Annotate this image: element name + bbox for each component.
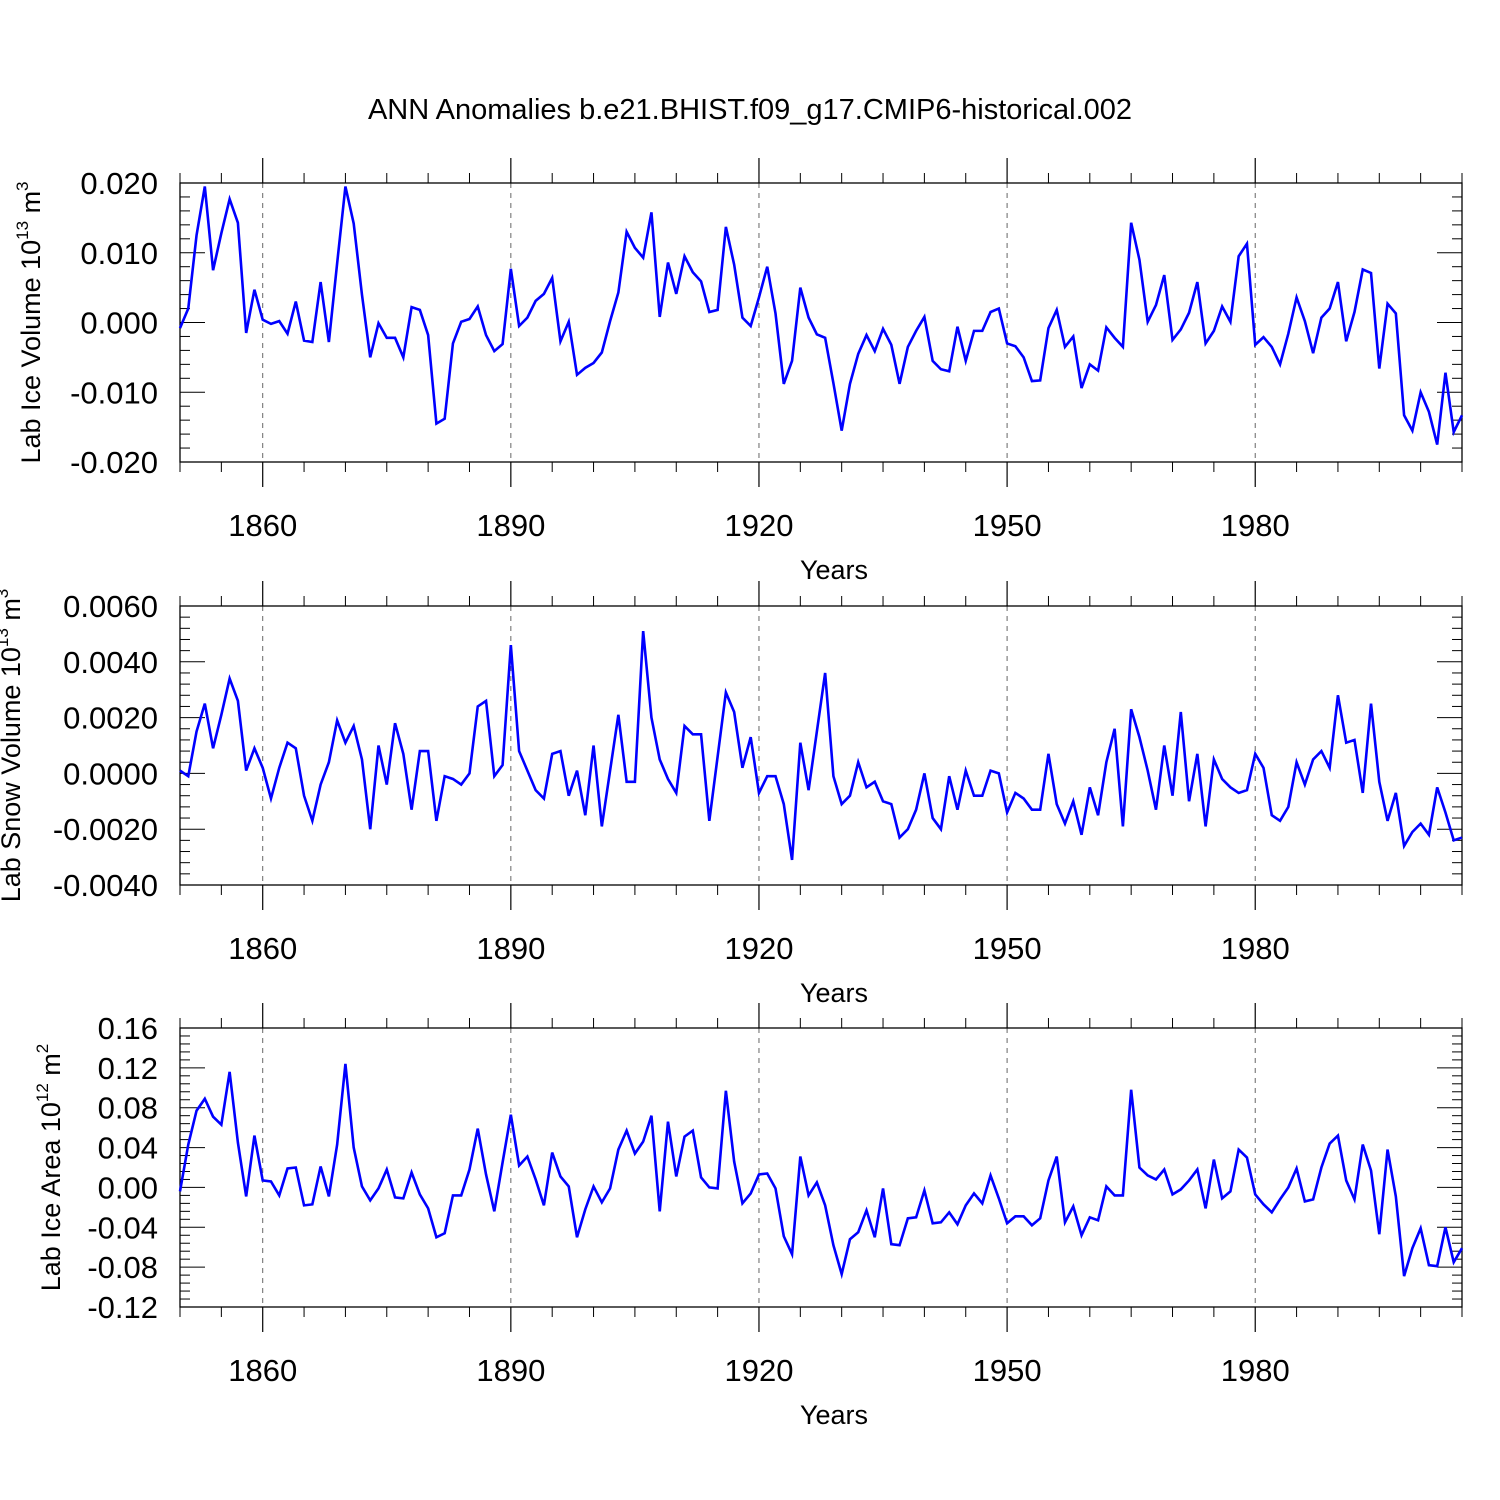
y-axis-label-text: Lab Snow Volume 10 xyxy=(0,647,26,902)
y-tick-label: 0.16 xyxy=(98,1011,158,1046)
y-axis-label-exponent: 13 xyxy=(0,628,12,647)
y-axis-label-unit: m xyxy=(36,1053,66,1083)
x-tick-label: 1950 xyxy=(973,931,1042,966)
x-tick-label: 1950 xyxy=(973,508,1042,543)
x-tick-label: 1860 xyxy=(228,931,297,966)
y-axis-label: Lab Snow Volume 1013 m3 xyxy=(0,589,26,903)
y-axis-label-exponent: 13 xyxy=(13,221,32,240)
y-tick-label: -0.08 xyxy=(87,1250,158,1285)
x-axis-label: Years xyxy=(800,978,868,1008)
x-tick-label: 1860 xyxy=(228,508,297,543)
x-tick-label: 1860 xyxy=(228,1353,297,1388)
y-tick-label: -0.010 xyxy=(70,375,158,410)
series-line xyxy=(178,186,1464,445)
panel-2: 1860 1890 1920 1950 1980 Years -0.0040 -0.0020 0… xyxy=(0,581,1463,1008)
y-axis-label-unit-exponent: 2 xyxy=(33,1044,52,1053)
y-tick-label: 0.000 xyxy=(80,306,158,341)
y-tick-label: 0.08 xyxy=(98,1091,158,1126)
y-tick-label: -0.0020 xyxy=(53,812,158,847)
y-tick-label: -0.12 xyxy=(87,1290,158,1325)
series-line xyxy=(179,630,1463,861)
panel-3: 1860 1890 1920 1950 1980 Years -0.12 -0.08 -0.04… xyxy=(33,1003,1464,1430)
x-axis-label: Years xyxy=(800,555,868,585)
x-tick-label: 1920 xyxy=(724,931,793,966)
chart-title: ANN Anomalies b.e21.BHIST.f09_g17.CMIP6-… xyxy=(368,94,1132,126)
x-tick-label: 1980 xyxy=(1221,931,1290,966)
panel-1: 1860 1890 1920 1950 1980 Years -0.020 -0.010 0.0… xyxy=(13,158,1464,585)
y-tick-label: 0.0060 xyxy=(63,589,158,624)
y-tick-label: 0.020 xyxy=(80,166,158,201)
x-axis-label: Years xyxy=(800,1400,868,1430)
series-line xyxy=(178,1063,1464,1280)
y-tick-label: 0.0000 xyxy=(63,756,158,791)
y-axis-label-text: Lab Ice Area 10 xyxy=(36,1102,66,1291)
y-axis-label: Lab Ice Volume 1013 m3 xyxy=(13,181,46,463)
y-tick-label: -0.020 xyxy=(70,445,158,480)
y-tick-label: 0.0020 xyxy=(63,701,158,736)
plot-frame xyxy=(179,182,1463,463)
x-tick-label: 1890 xyxy=(476,1353,545,1388)
y-axis-label: Lab Ice Area 1012 m2 xyxy=(33,1044,66,1292)
y-axis-label-unit-exponent: 3 xyxy=(13,181,32,190)
y-tick-label: 0.12 xyxy=(98,1051,158,1086)
x-tick-label: 1980 xyxy=(1221,508,1290,543)
y-tick-label: 0.0040 xyxy=(63,645,158,680)
x-tick-label: 1920 xyxy=(724,508,793,543)
x-tick-label: 1980 xyxy=(1221,1353,1290,1388)
y-tick-label: 0.010 xyxy=(80,236,158,271)
y-axis-label-unit: m xyxy=(16,191,46,221)
x-tick-label: 1890 xyxy=(476,931,545,966)
plot-frame xyxy=(179,605,1463,886)
y-tick-label: 0.04 xyxy=(98,1131,158,1166)
y-axis-label-unit-exponent: 3 xyxy=(0,589,12,598)
plot-frame xyxy=(179,1027,1463,1308)
x-tick-label: 1950 xyxy=(973,1353,1042,1388)
y-axis-label-exponent: 12 xyxy=(33,1083,52,1102)
y-axis-label-unit: m xyxy=(0,598,26,628)
y-tick-label: -0.0040 xyxy=(53,868,158,903)
y-axis-label-text: Lab Ice Volume 10 xyxy=(16,240,46,464)
x-tick-label: 1890 xyxy=(476,508,545,543)
x-tick-label: 1920 xyxy=(724,1353,793,1388)
y-tick-label: 0.00 xyxy=(98,1170,158,1205)
y-tick-label: -0.04 xyxy=(87,1210,158,1245)
